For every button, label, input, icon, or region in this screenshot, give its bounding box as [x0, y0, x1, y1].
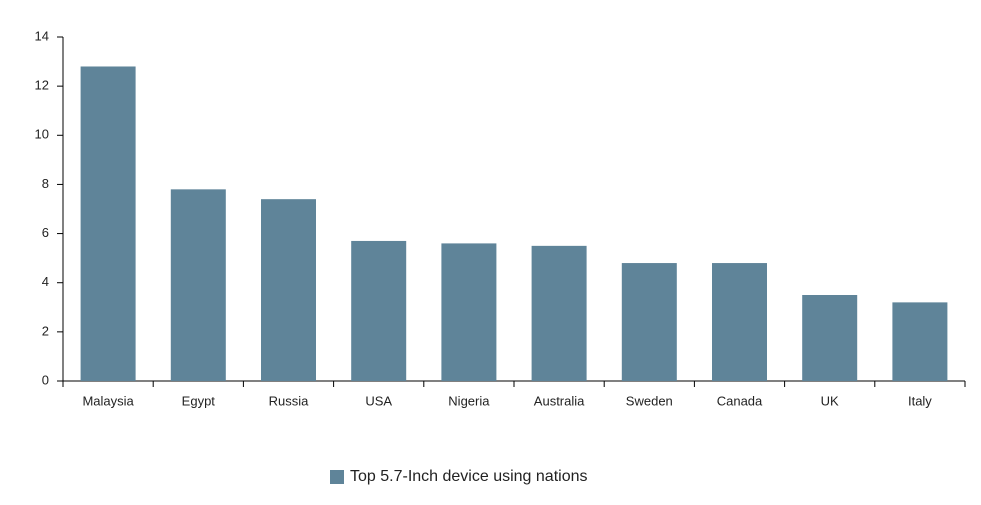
x-tick-label: Nigeria	[448, 393, 490, 408]
legend-label: Top 5.7-Inch device using nations	[350, 468, 587, 485]
x-tick-label: Australia	[534, 393, 585, 408]
bar	[170, 189, 226, 381]
bar	[441, 243, 497, 381]
bar	[261, 199, 316, 381]
y-tick-label: 14	[35, 28, 49, 43]
x-tick-label: Sweden	[626, 393, 673, 408]
bar	[351, 240, 407, 381]
y-tick-label: 10	[35, 127, 49, 142]
bar	[712, 263, 767, 381]
y-tick-label: 6	[42, 225, 49, 240]
y-tick-label: 4	[42, 274, 49, 289]
x-tick-label: Italy	[908, 393, 932, 408]
bar	[892, 302, 948, 381]
y-tick-label: 2	[42, 323, 49, 338]
x-tick-label: UK	[821, 393, 839, 408]
legend-swatch	[330, 470, 344, 484]
bar	[531, 245, 587, 381]
bar	[80, 66, 136, 381]
x-tick-label: Egypt	[182, 393, 216, 408]
x-tick-label: Canada	[717, 393, 763, 408]
x-tick-label: Malaysia	[82, 393, 134, 408]
x-tick-label: Russia	[269, 393, 310, 408]
y-tick-label: 0	[42, 372, 49, 387]
bar	[621, 263, 677, 381]
y-tick-label: 8	[42, 176, 49, 191]
x-tick-label: USA	[365, 393, 392, 408]
y-tick-label: 12	[35, 78, 49, 93]
bar	[802, 295, 858, 381]
